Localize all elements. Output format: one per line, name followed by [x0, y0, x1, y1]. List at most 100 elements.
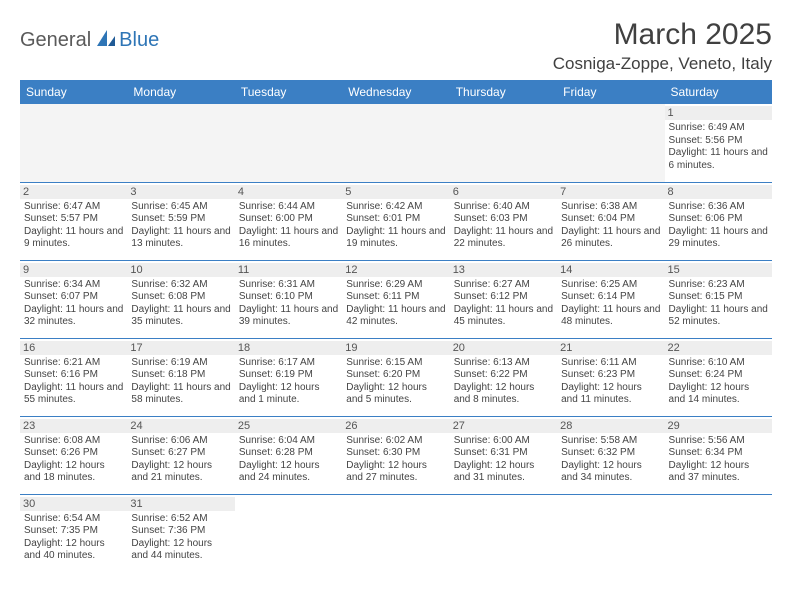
calendar-day-cell: 11Sunrise: 6:31 AMSunset: 6:10 PMDayligh… [235, 260, 342, 338]
logo-sail-icon [95, 28, 117, 53]
weekday-header: Saturday [665, 80, 772, 104]
day-info: Sunrise: 6:13 AMSunset: 6:22 PMDaylight:… [454, 357, 553, 407]
calendar-day-cell: 20 Sunrise: 6:13 AMSunset: 6:22 PMDayligh… [450, 338, 557, 416]
calendar-week-row: 9Sunrise: 6:34 AMSunset: 6:07 PMDaylight… [20, 260, 772, 338]
calendar-week-row: 30Sunrise: 6:54 AMSunset: 7:35 PMDayligh… [20, 494, 772, 572]
logo-text-general: General [20, 29, 91, 52]
calendar-day-cell [235, 494, 342, 572]
calendar-week-row: 23 Sunrise: 6:08 AMSunset: 6:26 PMDayligh… [20, 416, 772, 494]
calendar-day-cell: 21 Sunrise: 6:11 AMSunset: 6:23 PMDayligh… [557, 338, 664, 416]
calendar-day-cell [342, 494, 449, 572]
day-number: 14 [557, 263, 664, 277]
day-number: 20 [450, 341, 557, 355]
calendar-day-cell: 30Sunrise: 6:54 AMSunset: 7:35 PMDayligh… [20, 494, 127, 572]
calendar-day-cell: 27Sunrise: 6:00 AMSunset: 6:31 PMDayligh… [450, 416, 557, 494]
weekday-header-row: Sunday Monday Tuesday Wednesday Thursday… [20, 80, 772, 104]
day-number: 1 [665, 106, 772, 120]
day-info: Sunrise: 6:40 AMSunset: 6:03 PMDaylight:… [454, 201, 553, 251]
day-info: Sunrise: 6:27 AMSunset: 6:12 PMDaylight:… [454, 279, 553, 329]
day-info: Sunrise: 6:23 AMSunset: 6:15 PMDaylight:… [669, 279, 768, 329]
calendar-day-cell: 24 Sunrise: 6:06 AMSunset: 6:27 PMDayligh… [127, 416, 234, 494]
calendar-day-cell: 6 Sunrise: 6:40 AMSunset: 6:03 PMDaylight… [450, 182, 557, 260]
day-number: 15 [665, 263, 772, 277]
calendar-day-cell: 18Sunrise: 6:17 AMSunset: 6:19 PMDayligh… [235, 338, 342, 416]
calendar-day-cell: 9Sunrise: 6:34 AMSunset: 6:07 PMDaylight… [20, 260, 127, 338]
day-number: 12 [342, 263, 449, 277]
day-number: 7 [557, 185, 664, 199]
day-number: 19 [342, 341, 449, 355]
day-number: 3 [127, 185, 234, 199]
day-info: Sunrise: 6:49 AMSunset: 5:56 PMDaylight:… [669, 122, 768, 172]
day-number: 26 [342, 419, 449, 433]
day-number: 2 [20, 185, 127, 199]
calendar-day-cell [235, 104, 342, 182]
day-info: Sunrise: 6:02 AMSunset: 6:30 PMDaylight:… [346, 435, 445, 485]
location-subtitle: Cosniga-Zoppe, Veneto, Italy [553, 54, 772, 74]
calendar-day-cell [665, 494, 772, 572]
calendar-day-cell [557, 104, 664, 182]
day-info: Sunrise: 6:36 AMSunset: 6:06 PMDaylight:… [669, 201, 768, 251]
calendar-day-cell: 29 Sunrise: 5:56 AMSunset: 6:34 PMDayligh… [665, 416, 772, 494]
day-info: Sunrise: 6:34 AMSunset: 6:07 PMDaylight:… [24, 279, 123, 329]
calendar-day-cell: 3 Sunrise: 6:45 AMSunset: 5:59 PMDaylight… [127, 182, 234, 260]
day-info: Sunrise: 6:19 AMSunset: 6:18 PMDaylight:… [131, 357, 230, 407]
weekday-header: Friday [557, 80, 664, 104]
day-number: 23 [20, 419, 127, 433]
day-info: Sunrise: 6:54 AMSunset: 7:35 PMDaylight:… [24, 513, 123, 563]
day-info: Sunrise: 6:06 AMSunset: 6:27 PMDaylight:… [131, 435, 230, 485]
day-info: Sunrise: 6:52 AMSunset: 7:36 PMDaylight:… [131, 513, 230, 563]
day-info: Sunrise: 6:31 AMSunset: 6:10 PMDaylight:… [239, 279, 338, 329]
day-info: Sunrise: 5:58 AMSunset: 6:32 PMDaylight:… [561, 435, 660, 485]
day-info: Sunrise: 6:45 AMSunset: 5:59 PMDaylight:… [131, 201, 230, 251]
day-number: 5 [342, 185, 449, 199]
calendar-day-cell: 8 Sunrise: 6:36 AMSunset: 6:06 PMDaylight… [665, 182, 772, 260]
calendar-day-cell: 1 Sunrise: 6:49 AMSunset: 5:56 PMDaylight… [665, 104, 772, 182]
weekday-header: Wednesday [342, 80, 449, 104]
day-info: Sunrise: 6:47 AMSunset: 5:57 PMDaylight:… [24, 201, 123, 251]
day-number: 17 [127, 341, 234, 355]
day-info: Sunrise: 6:17 AMSunset: 6:19 PMDaylight:… [239, 357, 338, 407]
calendar-day-cell: 15 Sunrise: 6:23 AMSunset: 6:15 PMDayligh… [665, 260, 772, 338]
calendar-table: Sunday Monday Tuesday Wednesday Thursday… [20, 80, 772, 572]
weekday-header: Sunday [20, 80, 127, 104]
page-title: March 2025 [553, 18, 772, 52]
calendar-day-cell: 16 Sunrise: 6:21 AMSunset: 6:16 PMDayligh… [20, 338, 127, 416]
calendar-week-row: 1 Sunrise: 6:49 AMSunset: 5:56 PMDaylight… [20, 104, 772, 182]
day-info: Sunrise: 5:56 AMSunset: 6:34 PMDaylight:… [669, 435, 768, 485]
calendar-day-cell [450, 494, 557, 572]
logo-text-blue: Blue [119, 29, 159, 52]
calendar-day-cell [127, 104, 234, 182]
day-number: 16 [20, 341, 127, 355]
day-number: 8 [665, 185, 772, 199]
day-info: Sunrise: 6:00 AMSunset: 6:31 PMDaylight:… [454, 435, 553, 485]
calendar-day-cell: 22Sunrise: 6:10 AMSunset: 6:24 PMDayligh… [665, 338, 772, 416]
day-info: Sunrise: 6:11 AMSunset: 6:23 PMDaylight:… [561, 357, 660, 407]
calendar-day-cell: 17 Sunrise: 6:19 AMSunset: 6:18 PMDayligh… [127, 338, 234, 416]
day-number: 29 [665, 419, 772, 433]
day-info: Sunrise: 6:08 AMSunset: 6:26 PMDaylight:… [24, 435, 123, 485]
calendar-day-cell: 10Sunrise: 6:32 AMSunset: 6:08 PMDayligh… [127, 260, 234, 338]
calendar-week-row: 16 Sunrise: 6:21 AMSunset: 6:16 PMDayligh… [20, 338, 772, 416]
calendar-day-cell: 5 Sunrise: 6:42 AMSunset: 6:01 PMDaylight… [342, 182, 449, 260]
day-info: Sunrise: 6:04 AMSunset: 6:28 PMDaylight:… [239, 435, 338, 485]
weekday-header: Tuesday [235, 80, 342, 104]
calendar-day-cell: 13Sunrise: 6:27 AMSunset: 6:12 PMDayligh… [450, 260, 557, 338]
day-info: Sunrise: 6:10 AMSunset: 6:24 PMDaylight:… [669, 357, 768, 407]
day-info: Sunrise: 6:21 AMSunset: 6:16 PMDaylight:… [24, 357, 123, 407]
calendar-day-cell: 26 Sunrise: 6:02 AMSunset: 6:30 PMDayligh… [342, 416, 449, 494]
calendar-day-cell [342, 104, 449, 182]
day-info: Sunrise: 6:32 AMSunset: 6:08 PMDaylight:… [131, 279, 230, 329]
calendar-day-cell: 19Sunrise: 6:15 AMSunset: 6:20 PMDayligh… [342, 338, 449, 416]
day-number: 24 [127, 419, 234, 433]
day-number: 6 [450, 185, 557, 199]
title-block: March 2025 Cosniga-Zoppe, Veneto, Italy [553, 18, 772, 74]
header: General Blue March 2025 Cosniga-Zoppe, V… [20, 18, 772, 74]
calendar-day-cell: 28Sunrise: 5:58 AMSunset: 6:32 PMDayligh… [557, 416, 664, 494]
calendar-day-cell [557, 494, 664, 572]
weekday-header: Thursday [450, 80, 557, 104]
calendar-day-cell: 12 Sunrise: 6:29 AMSunset: 6:11 PMDayligh… [342, 260, 449, 338]
day-info: Sunrise: 6:44 AMSunset: 6:00 PMDaylight:… [239, 201, 338, 251]
day-number: 21 [557, 341, 664, 355]
day-info: Sunrise: 6:42 AMSunset: 6:01 PMDaylight:… [346, 201, 445, 251]
day-info: Sunrise: 6:29 AMSunset: 6:11 PMDaylight:… [346, 279, 445, 329]
